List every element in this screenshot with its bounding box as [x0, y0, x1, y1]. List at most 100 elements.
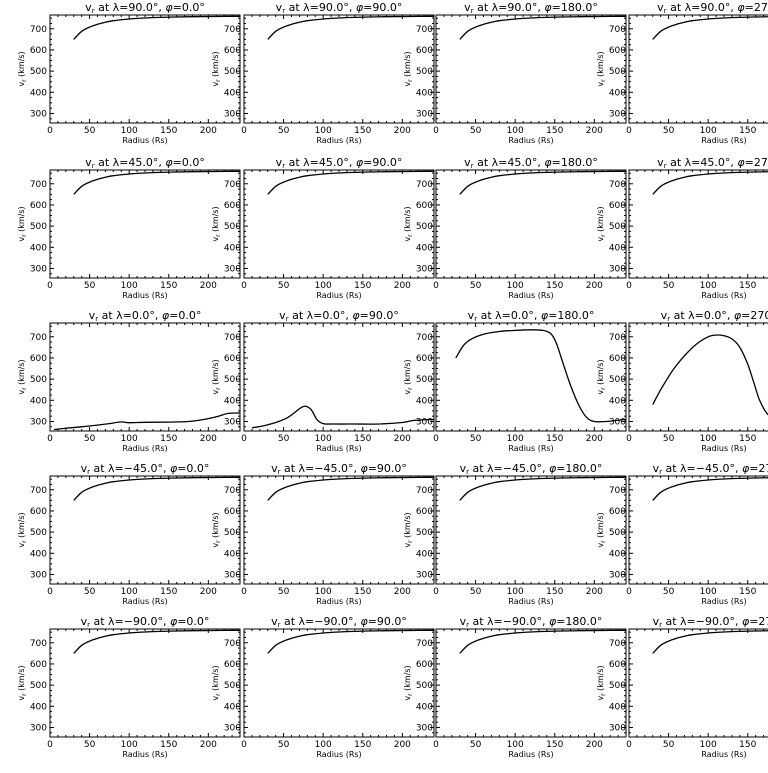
x-tick-label: 200 [586, 740, 603, 750]
y-tick-label: 600 [416, 46, 433, 56]
panel-20: vr at λ=−90.0°, φ=270.0°0501001502003004… [596, 615, 768, 759]
x-tick-label: 200 [394, 126, 411, 136]
panel-title: vr at λ=−45.0°, φ=270.0° [653, 462, 768, 476]
y-tick-label: 600 [30, 507, 47, 517]
y-tick-label: 700 [416, 180, 433, 190]
y-axis-label: vr (km/s) [403, 359, 414, 394]
x-tick-label: 150 [160, 434, 177, 444]
panel-1: vr at λ=90.0°, φ=0.0° 0 50 100 150 200 300 400 5… [17, 1, 241, 145]
y-axis-label: vr (km/s) [17, 206, 28, 241]
y-tick-label: 500 [609, 222, 626, 232]
x-tick-label: 50 [470, 587, 482, 597]
y-tick-label: 500 [416, 222, 433, 232]
panel-title: vr at λ=−45.0°, φ=180.0° [460, 462, 603, 476]
y-tick-label: 400 [416, 702, 433, 712]
x-axis-label: Radius (Rs) [122, 291, 167, 300]
x-tick-label: 0 [626, 740, 632, 750]
x-tick-label: 150 [546, 126, 563, 136]
y-tick-label: 600 [224, 354, 241, 364]
x-tick-label: 50 [278, 281, 290, 291]
y-tick-label: 500 [416, 67, 433, 77]
y-tick-label: 300 [224, 570, 241, 580]
y-tick-label: 600 [224, 507, 241, 517]
x-tick-label: 0 [241, 434, 247, 444]
x-tick-label: 0 [433, 126, 439, 136]
x-tick-label: 150 [160, 587, 177, 597]
x-axis-label: Radius (Rs) [316, 291, 361, 300]
x-tick-label: 50 [663, 740, 675, 750]
x-tick-label: 100 [700, 434, 717, 444]
panel-title: vr at λ=0.0°, φ=90.0° [279, 309, 399, 323]
x-tick-label: 100 [315, 587, 332, 597]
panel-title: vr at λ=−45.0°, φ=90.0° [271, 462, 407, 476]
y-tick-label: 500 [416, 528, 433, 538]
y-tick-label: 700 [224, 25, 241, 35]
y-tick-label: 300 [609, 417, 626, 427]
y-tick-label: 500 [30, 528, 47, 538]
panel-14: vr at λ=−45.0°, φ=90.0° 0 50 100 150 200 300 40… [211, 462, 435, 606]
y-tick-label: 300 [30, 109, 47, 119]
y-tick-label: 500 [224, 375, 241, 385]
x-tick-label: 100 [121, 587, 138, 597]
series-line [251, 405, 435, 429]
plot-frame [628, 475, 768, 585]
y-tick-label: 400 [224, 702, 241, 712]
x-tick-label: 50 [663, 434, 675, 444]
y-tick-label: 300 [416, 109, 433, 119]
y-tick-label: 700 [609, 180, 626, 190]
x-tick-label: 0 [47, 740, 53, 750]
panel-title: vr at λ=45.0°, φ=270.0° [657, 156, 768, 170]
x-tick-label: 0 [47, 281, 53, 291]
x-tick-label: 0 [433, 740, 439, 750]
y-tick-label: 600 [416, 507, 433, 517]
panel-title: vr at λ=−90.0°, φ=270.0° [653, 615, 768, 629]
panel-title: vr at λ=−90.0°, φ=90.0° [271, 615, 407, 629]
y-axis-label: vr (km/s) [211, 512, 222, 547]
x-tick-label: 200 [586, 281, 603, 291]
x-tick-label: 50 [84, 587, 96, 597]
y-tick-label: 400 [30, 243, 47, 253]
x-tick-label: 0 [47, 587, 53, 597]
panel-title: vr at λ=90.0°, φ=270.0° [657, 1, 768, 15]
y-tick-label: 400 [30, 396, 47, 406]
x-tick-label: 100 [507, 587, 524, 597]
y-tick-label: 300 [416, 570, 433, 580]
y-tick-label: 400 [609, 396, 626, 406]
x-tick-label: 150 [160, 126, 177, 136]
y-tick-label: 600 [30, 201, 47, 211]
y-tick-label: 700 [416, 486, 433, 496]
y-tick-label: 700 [609, 486, 626, 496]
y-tick-label: 300 [609, 723, 626, 733]
x-tick-label: 0 [626, 126, 632, 136]
series-line [652, 171, 768, 195]
panel-4: vr at λ=90.0°, φ=270.0°05010015020030040… [596, 1, 768, 145]
y-tick-label: 400 [416, 88, 433, 98]
x-tick-label: 200 [200, 587, 217, 597]
x-tick-label: 0 [626, 434, 632, 444]
y-tick-label: 600 [609, 46, 626, 56]
y-tick-label: 600 [609, 660, 626, 670]
series-line [652, 630, 768, 654]
x-tick-label: 100 [700, 126, 717, 136]
x-axis-label: Radius (Rs) [316, 136, 361, 145]
y-tick-label: 700 [416, 25, 433, 35]
panel-title: vr at λ=45.0°, φ=180.0° [464, 156, 598, 170]
y-tick-label: 300 [30, 264, 47, 274]
x-tick-label: 150 [354, 126, 371, 136]
x-tick-label: 0 [241, 587, 247, 597]
y-tick-label: 600 [30, 46, 47, 56]
y-tick-label: 600 [609, 354, 626, 364]
x-tick-label: 150 [546, 434, 563, 444]
panel-13: vr at λ=−45.0°, φ=0.0° 0 50 100 150 200 300 400… [17, 462, 241, 606]
x-tick-label: 0 [241, 740, 247, 750]
y-tick-label: 700 [416, 333, 433, 343]
y-tick-label: 400 [416, 396, 433, 406]
plot-frame [628, 14, 768, 124]
panel-7: vr at λ=45.0°, φ=180.0° 0 50 100 150 200 300 40… [403, 156, 627, 300]
panel-title: vr at λ=90.0°, φ=0.0° [85, 1, 205, 15]
x-tick-label: 150 [739, 281, 756, 291]
panel-6: vr at λ=45.0°, φ=90.0° 0 50 100 150 200 300 400… [211, 156, 435, 300]
x-tick-label: 200 [586, 587, 603, 597]
y-axis-label: vr (km/s) [596, 512, 607, 547]
